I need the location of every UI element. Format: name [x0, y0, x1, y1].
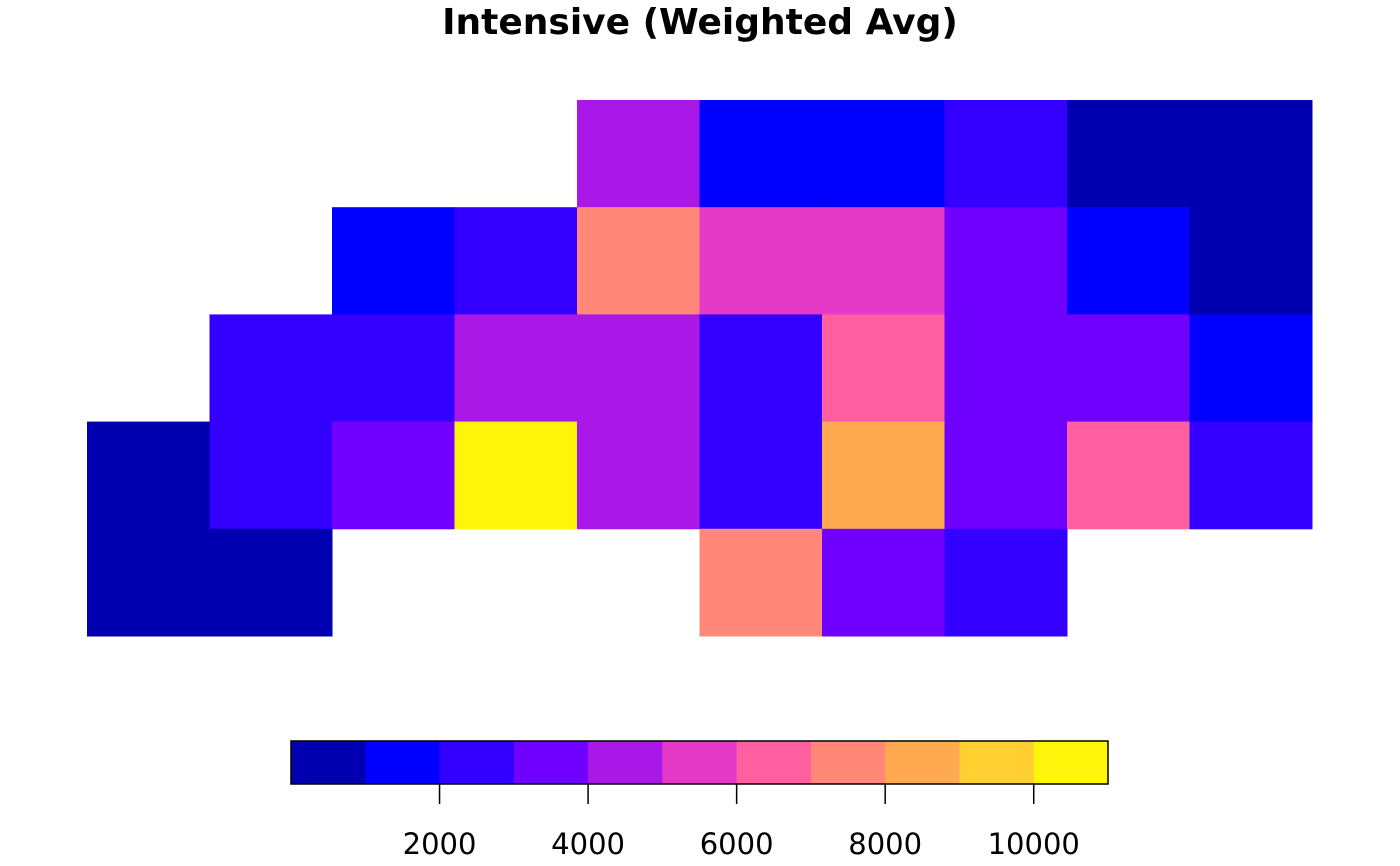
colorbar-tick-label: 6000	[700, 827, 774, 861]
colorbar-swatch	[959, 741, 1035, 784]
heatmap-cell	[1189, 314, 1313, 423]
colorbar-border	[290, 740, 1109, 785]
colorbar-swatch	[810, 741, 886, 784]
heatmap-cell	[822, 314, 945, 423]
colorbar-swatch	[1033, 741, 1109, 784]
colorbar-swatch	[736, 741, 812, 784]
heatmap-cell	[944, 207, 1068, 315]
heatmap-cell	[944, 100, 1068, 208]
colorbar-swatch	[291, 741, 366, 784]
heatmap-cell	[454, 421, 578, 530]
colorbar-swatch	[513, 741, 589, 784]
heatmap-cell	[1189, 421, 1313, 530]
heatmap-cell	[577, 100, 700, 208]
heatmap-cell	[209, 421, 333, 530]
heatmap-cell	[944, 421, 1068, 530]
heatmap-cell	[944, 528, 1068, 637]
heatmap-cell	[1067, 100, 1190, 208]
heatmap-cell	[454, 207, 578, 315]
heatmap-cell	[577, 314, 700, 423]
heatmap-cell	[332, 314, 455, 423]
heatmap-cell	[699, 207, 823, 315]
chart-title: Intensive (Weighted Avg)	[442, 2, 958, 43]
heatmap-cell	[1067, 314, 1190, 423]
heatmap-cell	[699, 100, 823, 208]
colorbar-swatch	[662, 741, 737, 784]
heatmap-cell	[1189, 100, 1313, 208]
heatmap-cell	[944, 314, 1068, 423]
heatmap-cell	[699, 528, 823, 637]
colorbar-swatch	[365, 741, 440, 784]
heatmap-cell	[209, 528, 333, 637]
heatmap-cell	[822, 528, 945, 637]
heatmap-cell	[87, 421, 210, 530]
colorbar-tick-label: 2000	[403, 827, 477, 861]
heatmap-cell	[822, 207, 945, 315]
heatmap-cell	[1067, 207, 1190, 315]
heatmap-cell	[699, 421, 823, 530]
heatmap-cell	[822, 100, 945, 208]
colorbar-swatch	[588, 741, 663, 784]
heatmap-cell	[1067, 421, 1190, 530]
heatmap-cell	[209, 314, 333, 423]
heatmap-cell	[332, 421, 455, 530]
heatmap-cell	[87, 528, 210, 637]
heatmap-cell	[699, 314, 823, 423]
colorbar-swatch	[885, 741, 960, 784]
heatmap-cell	[454, 314, 578, 423]
heatmap-cell	[577, 421, 700, 530]
heatmap-cell	[822, 421, 945, 530]
heatmap-cell	[1189, 207, 1313, 315]
colorbar-swatch	[439, 741, 515, 784]
heatmap-cell	[577, 207, 700, 315]
colorbar-tick-label: 8000	[848, 827, 922, 861]
heatmap-cell	[332, 207, 455, 315]
colorbar-tick-label: 10000	[988, 827, 1080, 861]
colorbar-tick-label: 4000	[551, 827, 625, 861]
